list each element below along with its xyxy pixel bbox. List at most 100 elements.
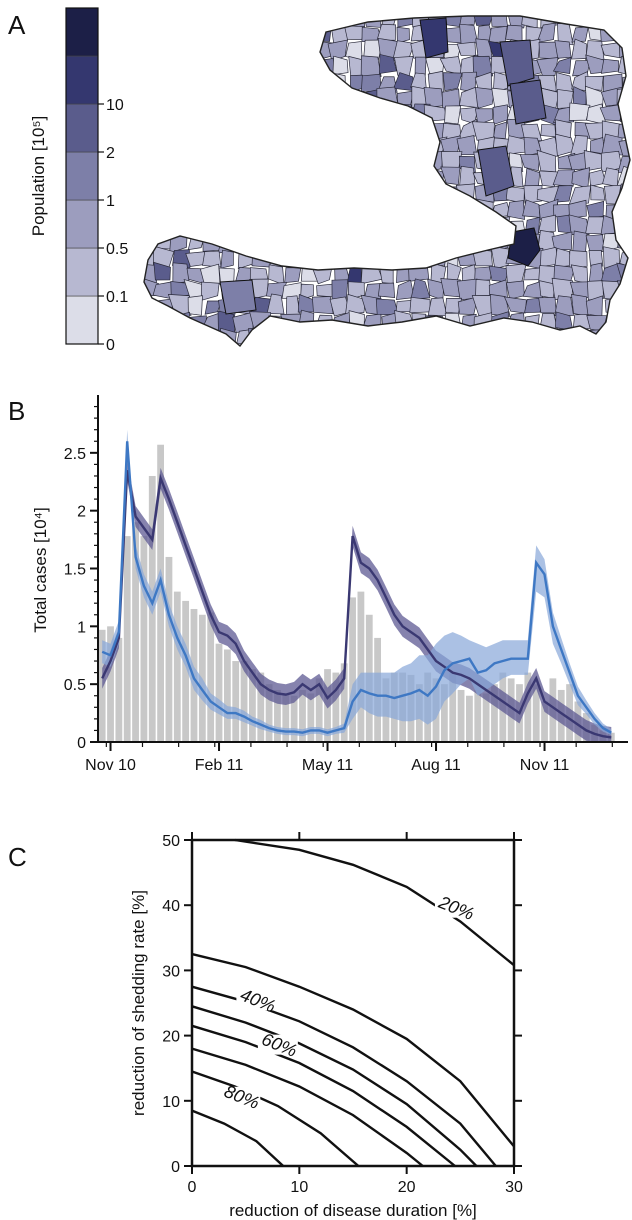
map-region bbox=[365, 187, 379, 205]
map-region bbox=[618, 183, 630, 205]
map-region bbox=[505, 263, 527, 284]
case-bar bbox=[466, 695, 473, 742]
colorbar-tick-label: 10 bbox=[106, 97, 124, 114]
map-region bbox=[426, 186, 445, 206]
map-region bbox=[377, 344, 399, 346]
map-region bbox=[376, 103, 399, 122]
map-region bbox=[393, 153, 414, 169]
map-region-dense bbox=[419, 17, 449, 59]
map-region bbox=[377, 214, 400, 235]
map-region bbox=[144, 343, 159, 346]
map-region bbox=[394, 325, 415, 346]
map-region bbox=[489, 293, 511, 317]
map-region bbox=[157, 104, 172, 121]
map-region bbox=[619, 42, 630, 59]
map-region bbox=[217, 23, 238, 45]
map-region bbox=[173, 89, 192, 107]
map-region bbox=[188, 37, 205, 57]
panel-b-letter: B bbox=[8, 396, 25, 426]
map-region bbox=[345, 293, 367, 315]
b-x-tick-label: Nov 11 bbox=[520, 757, 570, 774]
panel-c-letter: C bbox=[8, 842, 27, 872]
colorbar-tick-label: 1 bbox=[106, 193, 115, 210]
map-region bbox=[410, 134, 431, 155]
map-region bbox=[538, 214, 556, 234]
map-region bbox=[154, 88, 175, 108]
map-region bbox=[280, 87, 303, 109]
map-region bbox=[202, 187, 222, 203]
map-region bbox=[284, 267, 302, 283]
map-region bbox=[475, 87, 495, 109]
map-region bbox=[299, 330, 319, 346]
map-region bbox=[443, 197, 463, 220]
map-region bbox=[280, 117, 300, 140]
map-region bbox=[252, 134, 267, 155]
case-bar bbox=[449, 672, 457, 742]
map-region bbox=[586, 329, 603, 346]
contour-label-bg bbox=[236, 990, 277, 1011]
map-region bbox=[536, 57, 559, 77]
map-region bbox=[331, 152, 350, 172]
map-region bbox=[396, 26, 410, 44]
case-bar bbox=[491, 684, 498, 742]
map-region bbox=[268, 23, 287, 44]
map-region bbox=[360, 123, 380, 140]
case-bar bbox=[332, 672, 340, 742]
map-region bbox=[238, 71, 251, 92]
map-region bbox=[378, 198, 399, 219]
map-region bbox=[362, 313, 382, 333]
b-x-tick-label: Aug 11 bbox=[411, 757, 461, 774]
case-bar bbox=[98, 629, 106, 742]
contour-line bbox=[191, 952, 515, 1148]
map-region bbox=[522, 344, 542, 346]
case-bar bbox=[132, 522, 139, 742]
map-region bbox=[157, 55, 174, 77]
map-region bbox=[392, 119, 415, 140]
map-region bbox=[413, 119, 431, 138]
contour-label-bg bbox=[220, 1086, 261, 1107]
b-y-tick-label: 0.5 bbox=[64, 677, 86, 694]
map-region bbox=[413, 166, 432, 188]
map-region bbox=[361, 200, 384, 220]
map-region bbox=[236, 182, 253, 202]
map-region bbox=[221, 16, 239, 29]
map-region bbox=[536, 344, 559, 346]
map-region bbox=[332, 343, 349, 346]
map-region bbox=[280, 183, 301, 205]
map-region bbox=[233, 167, 254, 188]
map-region bbox=[427, 327, 446, 346]
b-y-tick-label: 1.5 bbox=[64, 562, 86, 579]
map-region bbox=[424, 200, 445, 222]
map-region bbox=[506, 200, 525, 220]
map-region bbox=[459, 347, 478, 364]
map-region bbox=[327, 121, 350, 138]
map-region bbox=[493, 121, 508, 139]
map-region bbox=[568, 250, 588, 269]
case-bar bbox=[107, 626, 114, 742]
map-region bbox=[300, 16, 316, 28]
map-region bbox=[232, 55, 253, 75]
map-region bbox=[280, 102, 304, 123]
map-region bbox=[282, 236, 300, 254]
map-region bbox=[170, 186, 191, 204]
map-region bbox=[144, 214, 160, 234]
map-region bbox=[360, 262, 384, 285]
map-region bbox=[202, 219, 219, 236]
map-region bbox=[169, 120, 191, 141]
map-region bbox=[248, 215, 269, 236]
map-region bbox=[144, 310, 156, 331]
map-region bbox=[586, 315, 608, 332]
map-region bbox=[329, 250, 352, 270]
map-region bbox=[201, 71, 220, 91]
map-region bbox=[380, 150, 400, 168]
map-region bbox=[253, 102, 268, 123]
map-region bbox=[268, 236, 287, 249]
map-region bbox=[297, 38, 319, 61]
map-region bbox=[215, 201, 238, 221]
map-region bbox=[459, 165, 476, 188]
map-region bbox=[586, 342, 606, 346]
map-region bbox=[364, 230, 382, 249]
map-region bbox=[330, 231, 350, 253]
colorbar-bin bbox=[65, 7, 99, 57]
map-region bbox=[540, 124, 557, 138]
